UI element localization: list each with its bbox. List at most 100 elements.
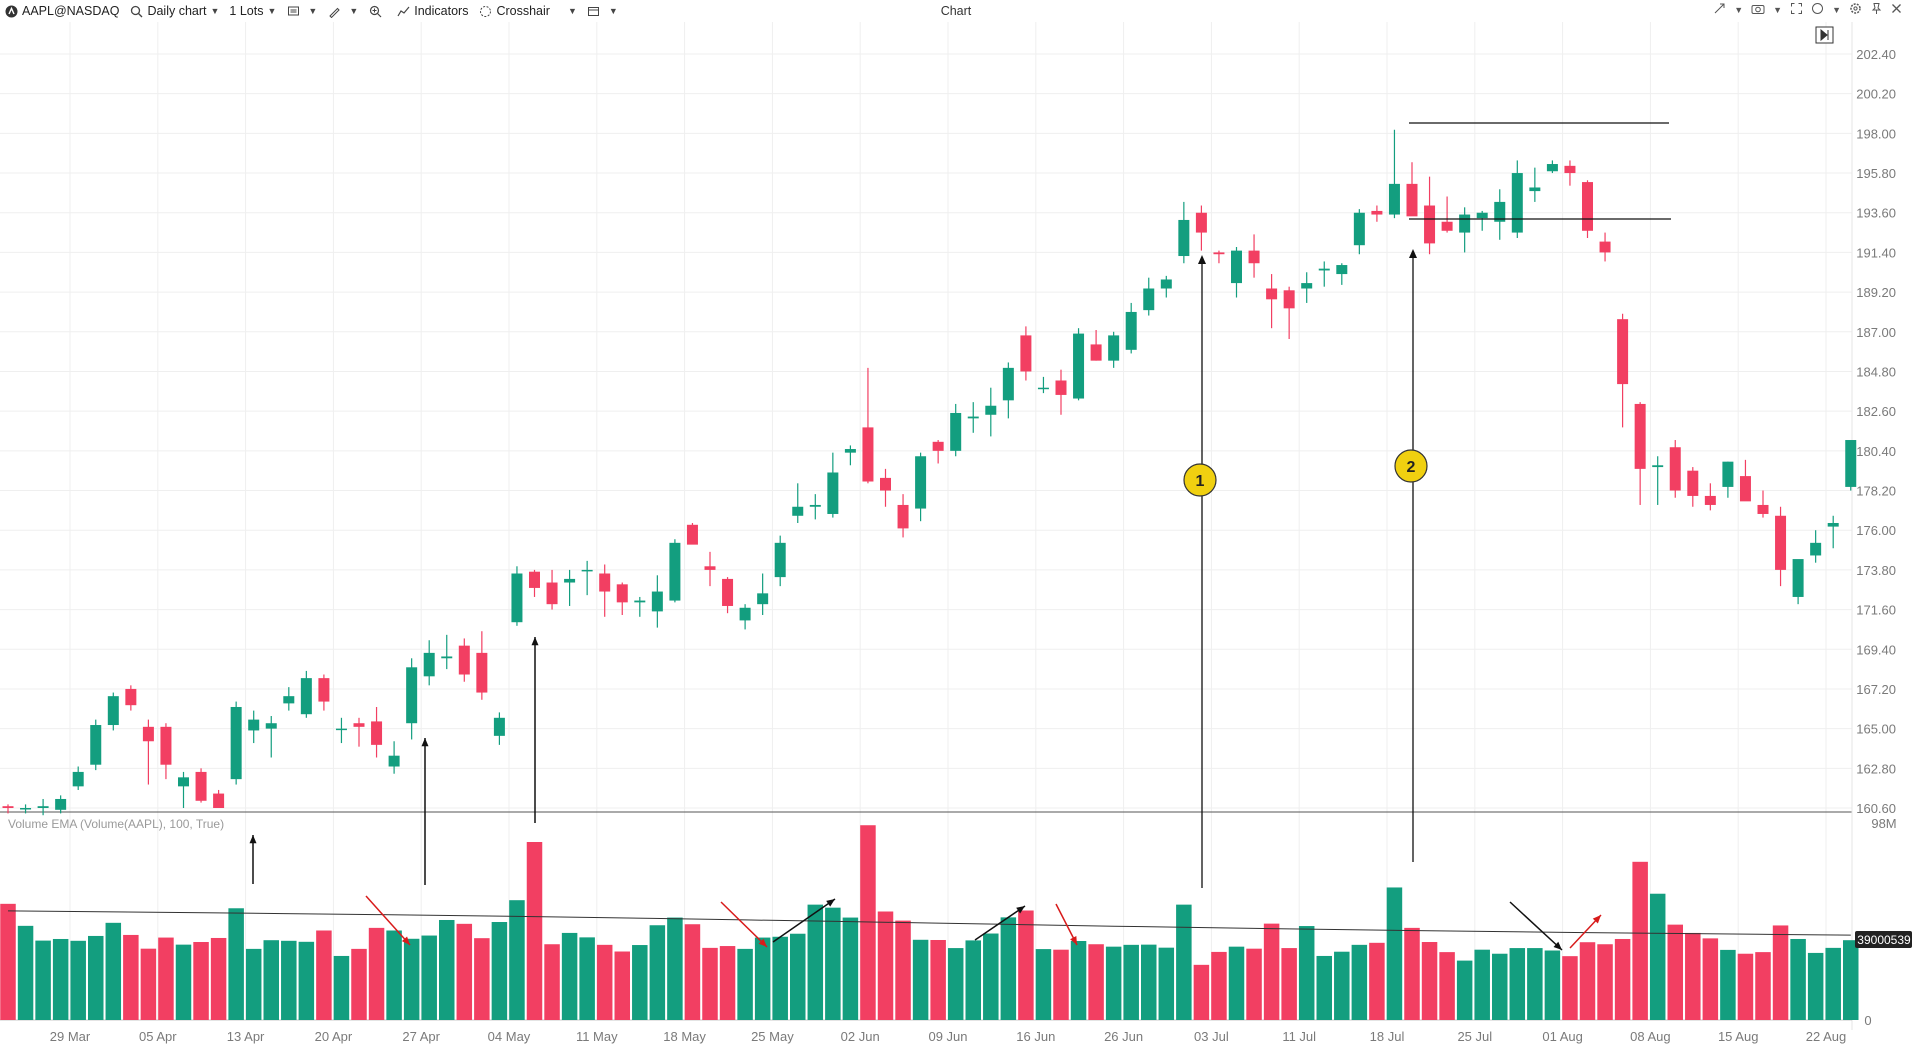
- template-button[interactable]: ▼: [286, 4, 317, 18]
- candle-body: [1178, 219, 1190, 257]
- candle-body: [915, 456, 927, 509]
- volume-bar: [807, 904, 824, 1020]
- time-tick-label: 15 Aug: [1718, 1029, 1759, 1044]
- chevron-down-icon[interactable]: ▼: [1734, 5, 1744, 15]
- volume-bar: [684, 924, 701, 1020]
- volume-bar: [1597, 944, 1613, 1020]
- price-tick-label: 189.20: [1856, 285, 1896, 300]
- volume-bar: [263, 940, 279, 1020]
- time-tick-label: 11 Jul: [1282, 1029, 1316, 1044]
- arrow-head: [1592, 915, 1601, 924]
- time-tick-label: 26 Jun: [1104, 1029, 1143, 1044]
- fit-icon[interactable]: [1713, 2, 1726, 18]
- candle-body: [1213, 252, 1225, 255]
- volume-bar: [368, 927, 385, 1020]
- candle-body: [160, 726, 172, 765]
- volume-bar: [649, 925, 666, 1020]
- layout-button[interactable]: ▼: [587, 4, 618, 18]
- volume-bar: [1474, 949, 1490, 1020]
- candle-body: [248, 719, 260, 731]
- volume-bar: [1772, 925, 1789, 1020]
- chevron-down-icon[interactable]: ▼: [1773, 5, 1783, 15]
- time-tick-label: 25 May: [751, 1029, 794, 1044]
- indicators-button[interactable]: Indicators: [396, 4, 468, 18]
- time-tick-label: 25 Jul: [1457, 1029, 1492, 1044]
- volume-bar: [456, 923, 473, 1020]
- candle-body: [862, 427, 874, 482]
- volume-bar: [1193, 964, 1210, 1020]
- time-tick-label: 08 Aug: [1630, 1029, 1671, 1044]
- crosshair-dropdown[interactable]: ▼: [564, 6, 577, 16]
- candle-body: [318, 678, 330, 702]
- candle-body: [511, 573, 523, 623]
- camera-icon[interactable]: [1751, 2, 1765, 18]
- marker-1-label: 1: [1196, 473, 1205, 490]
- pin-icon[interactable]: [1870, 2, 1883, 18]
- price-tick-label: 191.40: [1856, 245, 1896, 260]
- candle-body: [406, 667, 418, 724]
- jump-to-end-button[interactable]: [1815, 26, 1834, 44]
- price-tick-label: 187.00: [1856, 325, 1896, 340]
- price-tick-label: 165.00: [1856, 722, 1896, 737]
- volume-bar: [1737, 953, 1754, 1020]
- candle-body: [1108, 335, 1120, 361]
- volume-bar: [702, 947, 718, 1020]
- price-tick-label: 160.60: [1856, 801, 1896, 816]
- volume-bar: [947, 948, 964, 1020]
- fullscreen-icon[interactable]: [1790, 2, 1803, 18]
- candle-body: [564, 578, 576, 583]
- volume-bar: [439, 919, 455, 1020]
- volume-bar: [737, 948, 753, 1020]
- time-tick-label: 18 Jul: [1370, 1029, 1405, 1044]
- volume-bar: [88, 935, 104, 1020]
- chevron-down-icon: ▼: [210, 6, 220, 16]
- candle-body: [476, 652, 488, 693]
- candle-body: [107, 696, 119, 726]
- candle-body: [1739, 476, 1751, 502]
- lots-selector[interactable]: 1 Lots ▼: [229, 4, 276, 18]
- candle-body: [1529, 187, 1541, 192]
- candle-body: [546, 582, 558, 605]
- volume-bar: [930, 939, 946, 1020]
- volume-bar: [1281, 948, 1297, 1020]
- candle-body: [37, 806, 49, 808]
- circle-icon[interactable]: [1811, 2, 1824, 18]
- volume-bar: [1088, 944, 1104, 1020]
- arrow-line: [772, 898, 836, 943]
- candle-body: [283, 696, 295, 704]
- draw-button[interactable]: ▼: [327, 4, 358, 18]
- volume-bar: [1351, 944, 1368, 1020]
- volume-bar: [1053, 949, 1069, 1020]
- candle-body: [195, 771, 207, 801]
- candle-body: [1388, 183, 1400, 215]
- chart-grid: [0, 22, 1852, 1020]
- arrow-line: [365, 895, 411, 946]
- close-icon[interactable]: [1891, 3, 1902, 17]
- price-tick-label: 169.40: [1856, 642, 1896, 657]
- symbol-selector[interactable]: AAPL@NASDAQ: [4, 4, 119, 18]
- volume-bar: [474, 938, 490, 1020]
- volume-bar: [1316, 955, 1332, 1020]
- chevron-down-icon[interactable]: ▼: [1832, 5, 1841, 15]
- interval-selector[interactable]: Daily chart ▼: [129, 4, 219, 18]
- zoom-button[interactable]: [368, 4, 386, 18]
- crosshair-button[interactable]: Crosshair: [478, 4, 550, 18]
- volume-bar: [1456, 960, 1473, 1020]
- candle-body: [634, 600, 646, 603]
- interval-label: Daily chart: [147, 4, 207, 18]
- price-tick-label: 202.40: [1856, 47, 1896, 62]
- price-chart[interactable]: 202.40 200.20 198.00 195.80 193.60 191.40 189.…: [0, 22, 1912, 1048]
- candle-body: [1494, 201, 1506, 222]
- candle-body: [1459, 214, 1471, 233]
- time-tick-label: 03 Jul: [1194, 1029, 1229, 1044]
- candle-body: [1353, 212, 1365, 246]
- candle-body: [616, 584, 628, 603]
- volume-bar: [1755, 952, 1771, 1020]
- settings-icon[interactable]: [1849, 2, 1862, 18]
- volume-bar: [1702, 938, 1719, 1020]
- volume-bar: [175, 944, 192, 1020]
- candle-body: [1669, 447, 1681, 491]
- candle-body: [1704, 495, 1716, 505]
- volume-bar: [1158, 947, 1175, 1020]
- candle-body: [90, 725, 102, 765]
